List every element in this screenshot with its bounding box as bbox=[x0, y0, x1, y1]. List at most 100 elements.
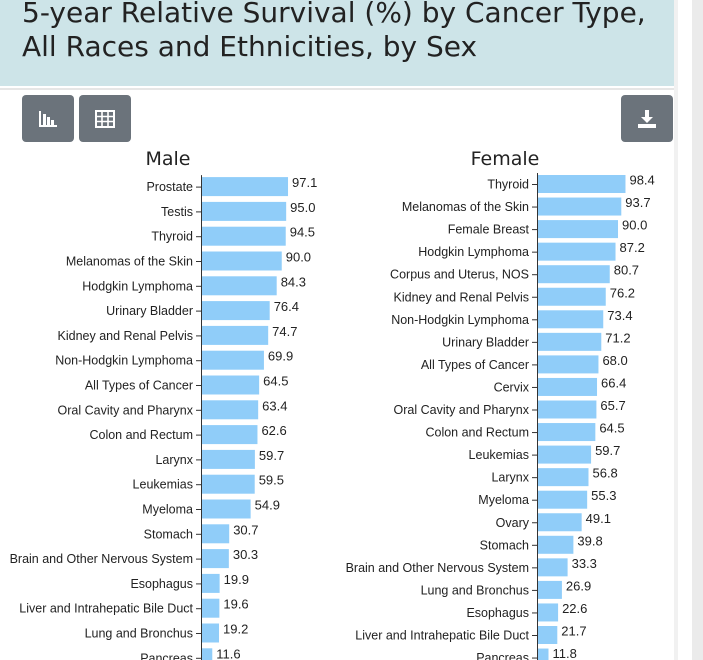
female-bar bbox=[538, 220, 619, 239]
male-bar bbox=[202, 276, 277, 296]
table-view-button[interactable] bbox=[79, 95, 131, 142]
female-bar bbox=[538, 242, 616, 261]
female-value-label: 90.0 bbox=[622, 218, 647, 233]
female-bar bbox=[538, 265, 610, 284]
male-bar bbox=[202, 623, 220, 643]
female-value-label: 49.1 bbox=[586, 511, 611, 526]
male-value-label: 19.6 bbox=[223, 597, 248, 612]
female-value-label: 22.6 bbox=[562, 601, 587, 616]
male-value-label: 62.6 bbox=[261, 423, 286, 438]
female-value-label: 64.5 bbox=[599, 421, 624, 436]
scrollbar[interactable] bbox=[692, 0, 703, 660]
male-category-label: Liver and Intrahepatic Bile Duct bbox=[19, 602, 193, 616]
male-bar bbox=[202, 524, 230, 544]
male-bar bbox=[202, 251, 282, 271]
female-bar bbox=[538, 332, 602, 351]
female-bar bbox=[538, 603, 559, 622]
female-value-label: 98.4 bbox=[629, 173, 654, 188]
female-panel-title: Female bbox=[470, 148, 540, 170]
male-bar bbox=[202, 449, 255, 469]
male-bar bbox=[202, 325, 269, 345]
male-category-label: Oral Cavity and Pharynx bbox=[58, 403, 194, 417]
male-bar bbox=[202, 226, 286, 246]
female-bar bbox=[538, 287, 606, 306]
male-bar bbox=[202, 201, 287, 221]
male-value-label: 90.0 bbox=[286, 250, 311, 265]
female-category-label: Esophagus bbox=[466, 606, 529, 620]
male-value-label: 97.1 bbox=[292, 175, 317, 190]
female-bar bbox=[538, 580, 562, 599]
male-category-label: Stomach bbox=[144, 527, 193, 541]
female-category-label: Ovary bbox=[496, 516, 530, 530]
female-bar bbox=[538, 648, 549, 660]
female-category-label: Urinary Bladder bbox=[442, 335, 529, 349]
female-value-label: 80.7 bbox=[614, 263, 639, 278]
male-category-label: Esophagus bbox=[130, 577, 193, 591]
male-value-label: 94.5 bbox=[290, 225, 315, 240]
male-category-label: Colon and Rectum bbox=[89, 428, 193, 442]
male-value-label: 74.7 bbox=[272, 324, 297, 339]
female-category-label: Liver and Intrahepatic Bile Duct bbox=[355, 629, 529, 643]
divider bbox=[0, 88, 674, 90]
chart-view-button[interactable] bbox=[22, 95, 74, 142]
female-bar bbox=[538, 558, 568, 577]
female-bar bbox=[538, 468, 589, 487]
female-category-label: Larynx bbox=[491, 471, 529, 485]
male-category-label: Non-Hodgkin Lymphoma bbox=[55, 354, 193, 368]
male-bar bbox=[202, 549, 229, 569]
page-title: 5-year Relative Survival (%) by Cancer T… bbox=[22, 0, 646, 63]
download-icon bbox=[638, 109, 656, 128]
table-grid-icon bbox=[95, 109, 115, 128]
female-category-label: Non-Hodgkin Lymphoma bbox=[391, 313, 529, 327]
male-bar bbox=[202, 177, 289, 197]
male-bar bbox=[202, 573, 220, 593]
female-category-label: Brain and Other Nervous System bbox=[346, 561, 529, 575]
male-category-label: Testis bbox=[161, 205, 193, 219]
female-value-label: 26.9 bbox=[566, 578, 591, 593]
female-value-label: 87.2 bbox=[620, 240, 645, 255]
female-bar bbox=[538, 423, 596, 442]
male-value-label: 84.3 bbox=[281, 274, 306, 289]
male-value-label: 76.4 bbox=[274, 299, 299, 314]
male-bar bbox=[202, 375, 260, 395]
male-bar bbox=[202, 499, 251, 519]
male-bar bbox=[202, 598, 220, 618]
female-bar bbox=[538, 445, 592, 464]
download-button[interactable] bbox=[621, 95, 673, 142]
male-value-label: 63.4 bbox=[262, 398, 287, 413]
male-bar bbox=[202, 350, 264, 370]
female-category-label: Kidney and Renal Pelvis bbox=[394, 290, 530, 304]
male-value-label: 30.7 bbox=[233, 522, 258, 537]
male-bar bbox=[202, 648, 213, 660]
male-value-label: 11.6 bbox=[216, 646, 240, 660]
male-category-label: Urinary Bladder bbox=[106, 304, 193, 318]
male-panel-title: Male bbox=[145, 148, 191, 170]
male-category-label: Melanomas of the Skin bbox=[66, 255, 193, 269]
female-category-label: Myeloma bbox=[478, 493, 529, 507]
female-category-label: Corpus and Uterus, NOS bbox=[390, 268, 529, 282]
female-category-label: All Types of Cancer bbox=[421, 358, 529, 372]
female-value-label: 59.7 bbox=[595, 443, 620, 458]
male-category-label: Prostate bbox=[146, 180, 193, 194]
female-value-label: 73.4 bbox=[607, 308, 632, 323]
male-category-label: Kidney and Renal Pelvis bbox=[58, 329, 194, 343]
female-bar bbox=[538, 513, 582, 532]
male-value-label: 59.7 bbox=[259, 448, 284, 463]
male-value-label: 19.9 bbox=[224, 572, 249, 587]
title-band: 5-year Relative Survival (%) by Cancer T… bbox=[0, 0, 674, 86]
female-category-label: Leukemias bbox=[469, 448, 529, 462]
female-category-label: Pancreas bbox=[476, 651, 529, 660]
male-value-label: 69.9 bbox=[268, 349, 293, 364]
male-category-label: Pancreas bbox=[140, 651, 193, 660]
male-category-label: Thyroid bbox=[151, 230, 193, 244]
female-value-label: 68.0 bbox=[602, 353, 627, 368]
female-category-label: Melanomas of the Skin bbox=[402, 200, 529, 214]
female-value-label: 55.3 bbox=[591, 488, 616, 503]
panel-border bbox=[674, 0, 678, 660]
female-value-label: 65.7 bbox=[600, 398, 625, 413]
male-category-label: Brain and Other Nervous System bbox=[10, 552, 193, 566]
male-value-label: 95.0 bbox=[290, 200, 315, 215]
female-value-label: 33.3 bbox=[572, 556, 597, 571]
bar-chart-icon bbox=[39, 110, 57, 127]
